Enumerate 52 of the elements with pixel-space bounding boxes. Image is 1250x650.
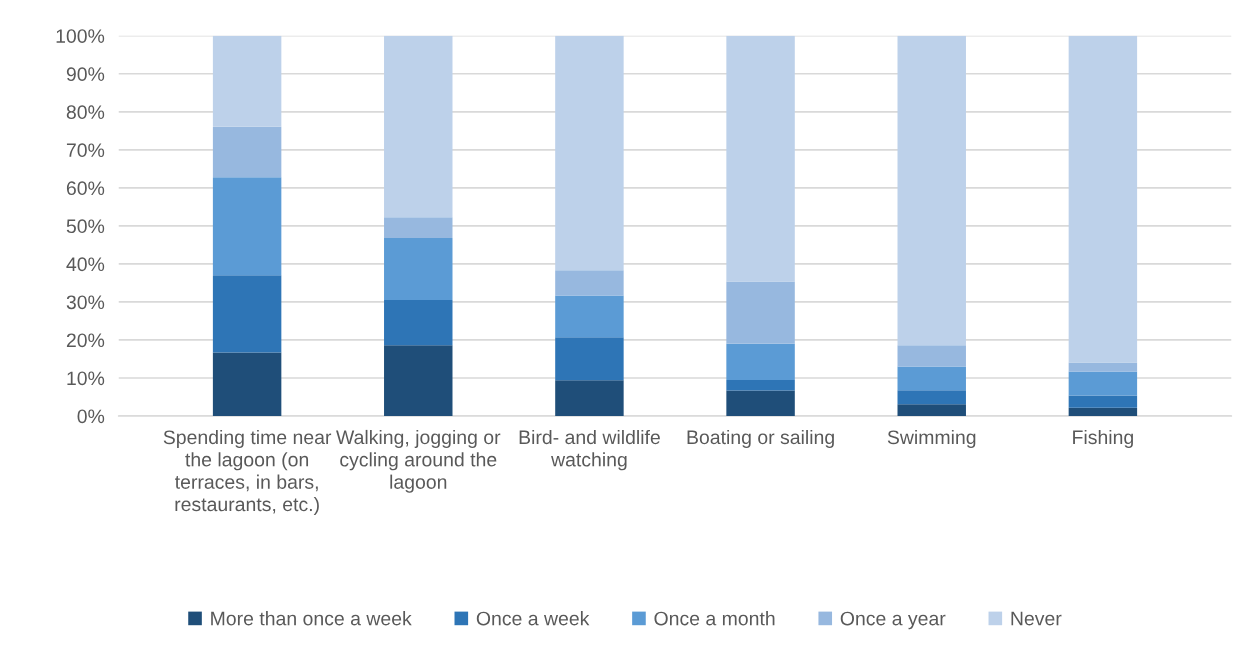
y-tick-label: 30%: [66, 295, 105, 310]
bar: [1068, 371, 1138, 396]
bar: [212, 126, 282, 178]
bar: [384, 35, 453, 218]
y-tick-label: 90%: [66, 67, 105, 82]
y-tick-label: 80%: [66, 105, 105, 120]
legend-label: Once a week: [476, 611, 590, 626]
bar: [384, 345, 453, 416]
bar: [897, 390, 966, 405]
y-tick-label: 0%: [77, 409, 105, 424]
bar: [1068, 407, 1138, 416]
x-tick-label: Fishing: [1073, 429, 1133, 449]
bar: [555, 270, 624, 296]
bar: [1068, 35, 1138, 363]
bar: [897, 345, 966, 367]
bar: [555, 295, 624, 338]
y-tick-label: 20%: [66, 333, 105, 348]
y-tick-label: 50%: [66, 219, 105, 234]
x-tick-label: Spending time near the lagoon (on terraces, in bars, restaurants, etc.): [163, 429, 332, 516]
bar: [212, 352, 282, 416]
bar: [897, 404, 966, 416]
bar: [212, 35, 282, 127]
bar: [726, 35, 795, 282]
bar: [555, 35, 624, 271]
bar: [897, 35, 966, 346]
bar: [726, 390, 795, 416]
y-tick-label: 100%: [56, 29, 105, 43]
bar: [1068, 395, 1138, 408]
bar: [384, 217, 453, 239]
x-tick-label: Boating or sailing: [687, 429, 834, 449]
bar: [212, 177, 282, 276]
legend-label: Once a year: [840, 611, 946, 630]
y-tick-label: 40%: [66, 257, 105, 272]
y-tick-label: 70%: [66, 143, 105, 158]
legend-label: Never: [1011, 611, 1062, 626]
legend-label: Once a month: [654, 611, 775, 626]
x-tick-label: Walking, jogging or cycling around the lagoon: [336, 429, 501, 493]
bar: [555, 337, 624, 381]
x-tick-label: Bird- and wildlife watching: [519, 429, 660, 471]
legend-label: More than once a week: [211, 611, 412, 626]
bar: [555, 380, 624, 416]
bar: [726, 281, 795, 344]
bar: [1068, 362, 1138, 372]
bar: [726, 343, 795, 380]
x-tick-label: Swimming: [887, 429, 976, 449]
y-tick-label: 60%: [66, 181, 105, 196]
bar: [384, 300, 453, 346]
bar: [212, 275, 282, 353]
bar: [726, 379, 795, 391]
y-tick-label: 10%: [67, 371, 105, 386]
bar: [897, 366, 966, 391]
bar: [384, 238, 453, 301]
